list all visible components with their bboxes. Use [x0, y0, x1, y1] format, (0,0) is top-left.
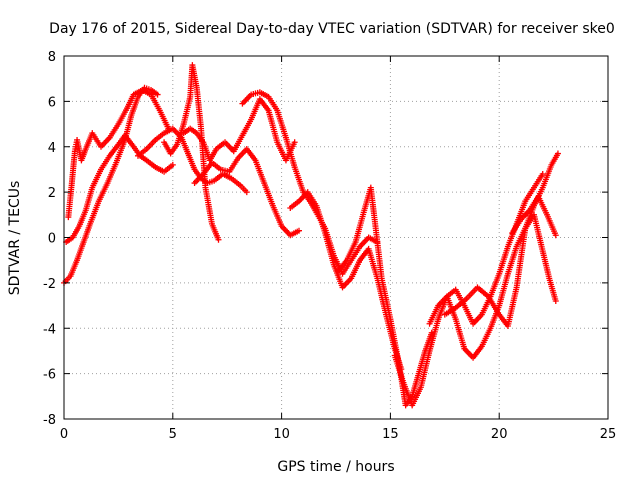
- data-point: [539, 170, 546, 177]
- y-tick-label: 0: [48, 232, 56, 247]
- data-layer: [61, 62, 561, 409]
- data-point: [552, 298, 559, 305]
- x-tick-label: 5: [169, 427, 177, 442]
- y-tick-label: -4: [43, 322, 56, 337]
- series-pass-2: [63, 132, 176, 246]
- x-axis-label: GPS time / hours: [277, 459, 394, 475]
- y-tick-label: -2: [43, 277, 56, 292]
- series-pass-8: [239, 89, 381, 277]
- series-pass-3: [65, 87, 172, 221]
- series-pass-4: [134, 125, 250, 196]
- x-tick-label: 20: [491, 427, 508, 442]
- series-pass-6: [180, 96, 298, 164]
- y-tick-label: 8: [48, 50, 56, 65]
- data-point: [243, 189, 250, 196]
- tick-layer: 0 5 10 15 20 25 -8 -6 -4 -2 0 2 4 6 8: [43, 50, 616, 442]
- data-point: [154, 91, 161, 98]
- x-tick-label: 15: [382, 427, 399, 442]
- y-tick-label: -8: [43, 413, 56, 428]
- y-tick-label: 6: [48, 95, 56, 110]
- data-point: [554, 150, 561, 157]
- x-tick-label: 0: [60, 427, 68, 442]
- plot-border: [63, 55, 609, 420]
- series-pass-9: [287, 189, 405, 373]
- series-pass-5: [161, 62, 222, 243]
- data-point: [215, 236, 222, 243]
- y-tick-label: -6: [43, 368, 56, 383]
- x-tick-label: 10: [273, 427, 290, 442]
- series-pass-11: [391, 170, 546, 409]
- data-point: [169, 161, 176, 168]
- series-pass-13: [441, 211, 559, 329]
- series-pass-10: [335, 184, 435, 409]
- y-tick-label: 4: [48, 141, 56, 156]
- series-pass-7: [191, 146, 303, 239]
- data-point: [552, 232, 559, 239]
- series-pass-14: [509, 193, 559, 239]
- data-point: [291, 139, 298, 146]
- y-tick-label: 2: [48, 186, 56, 201]
- y-axis-label: SDTVAR / TECUs: [7, 181, 23, 296]
- chart-title: Day 176 of 2015, Sidereal Day-to-day VTE…: [49, 21, 615, 37]
- data-point: [296, 227, 303, 234]
- series-pass-1: [61, 84, 161, 286]
- x-tick-label: 25: [600, 427, 617, 442]
